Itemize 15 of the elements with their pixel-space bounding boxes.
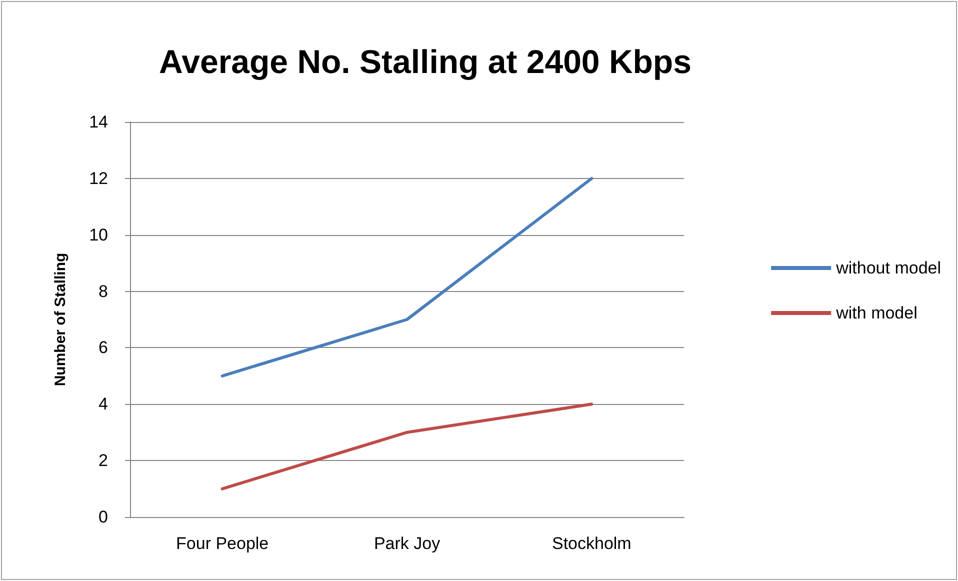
y-tick-label: 4 [98,394,108,414]
y-tick-label: 10 [89,225,108,244]
y-tick-label: 0 [98,508,108,526]
y-tick-label: 8 [98,282,108,301]
y-tick-label: 6 [98,338,108,358]
x-tick-label: Four People [176,534,269,553]
y-axis-title: Number of Stalling [52,252,69,386]
legend-label: without model [835,258,941,278]
chart-title: Average No. Stalling at 2400 Kbps [159,43,692,80]
y-tick-label: 14 [89,112,108,132]
x-tick-label: Stockholm [552,534,632,553]
x-tick-label: Park Joy [374,534,441,553]
y-tick-label: 2 [98,451,108,470]
y-tick-label: 12 [89,168,108,188]
legend-label: with model [835,304,918,322]
